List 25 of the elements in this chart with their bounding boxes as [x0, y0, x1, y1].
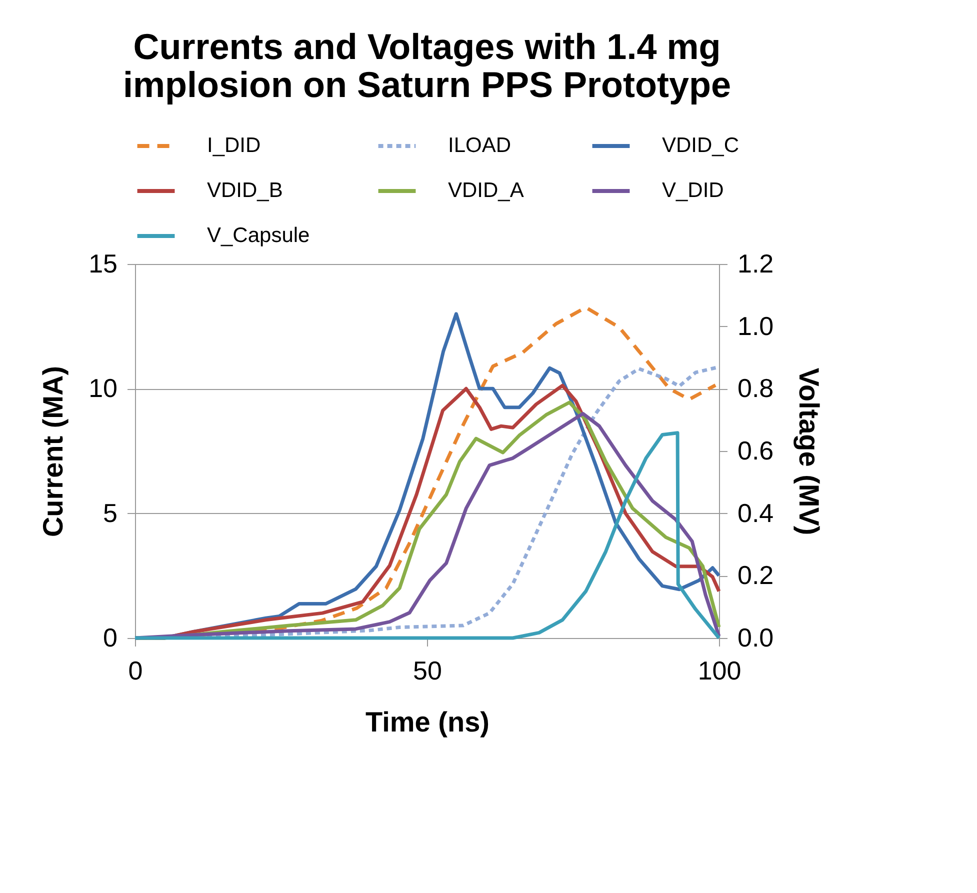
chart-title: Currents and Voltages with 1.4 mg implosion on Saturn PPS Prototype — [122, 26, 732, 105]
legend-label: I_DID — [207, 134, 261, 157]
y2-tick-label: 0.2 — [738, 560, 774, 590]
y-axis-title: Current (MA) — [38, 366, 69, 538]
y2-tick-label: 0.6 — [738, 436, 774, 466]
legend-label: VDID_B — [207, 179, 283, 202]
legend-label: V_DID — [662, 179, 724, 202]
legend-label: VDID_A — [448, 179, 524, 202]
x-tick-label: 100 — [698, 656, 742, 686]
x-tick-label: 50 — [413, 656, 442, 686]
y2-axis-title: Voltage (MV) — [794, 368, 825, 536]
y2-tick-label: 0.0 — [738, 622, 774, 652]
y-tick-label: 0 — [103, 622, 118, 652]
legend-label: ILOAD — [448, 134, 512, 157]
y-tick-label: 10 — [88, 373, 118, 404]
y2-tick-label: 1.0 — [738, 310, 774, 341]
y2-tick-label: 1.2 — [738, 248, 774, 278]
y-tick-label: 15 — [88, 248, 118, 278]
x-tick-label: 0 — [128, 656, 143, 686]
y2-tick-label: 0.4 — [738, 498, 774, 528]
legend-label: VDID_C — [662, 134, 740, 157]
y-tick-label: 5 — [103, 498, 118, 528]
x-axis-title: Time (ns) — [366, 706, 490, 738]
y2-tick-label: 0.8 — [738, 373, 774, 404]
legend-label: V_Capsule — [207, 224, 310, 247]
